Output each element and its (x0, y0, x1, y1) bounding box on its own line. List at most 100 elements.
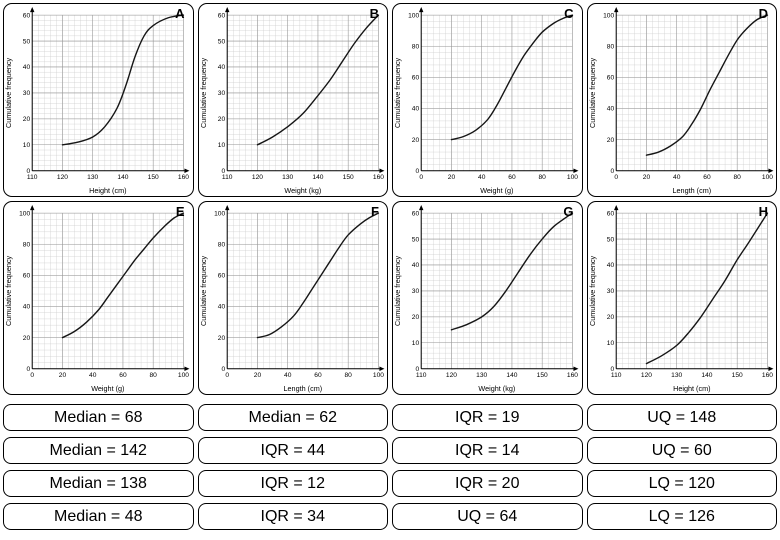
answer-box: LQ = 120 (586, 470, 777, 497)
answer-text: Median = 138 (49, 474, 147, 492)
major-grid (615, 212, 768, 370)
y-axis-label: Cumulative frequency (393, 255, 402, 326)
cumulative-frequency-curve (645, 14, 768, 156)
svg-text:100: 100 (603, 12, 614, 19)
tick-labels: 0 20 40 60 80 100 0 20 40 60 80 100 (19, 210, 189, 379)
svg-text:40: 40 (412, 262, 420, 269)
svg-text:60: 60 (412, 75, 420, 82)
x-axis-label: Weight (kg) (478, 384, 515, 393)
y-axis-label: Cumulative frequency (4, 57, 13, 128)
svg-text:110: 110 (610, 372, 621, 379)
svg-text:130: 130 (282, 174, 293, 181)
chart-d: 0 20 40 60 80 100 0 20 40 60 80 100 Length (cm) Cumul… (588, 4, 777, 196)
chart-panel-b: 110 120 130 140 150 160 0 10 20 30 40 50 60 Weight (k… (197, 3, 388, 197)
svg-text:50: 50 (217, 38, 225, 45)
cumulative-frequency-chart: 110 120 130 140 150 160 0 10 20 30 40 50 60 Height (c… (4, 7, 190, 195)
svg-text:60: 60 (412, 210, 420, 217)
y-axis-arrow-icon (419, 205, 424, 211)
major-grid (420, 14, 573, 172)
answer-text: Median = 142 (49, 441, 147, 459)
minor-grid (32, 212, 184, 369)
answer-text: Median = 68 (53, 408, 143, 426)
y-axis-arrow-icon (30, 205, 35, 211)
svg-text:40: 40 (412, 106, 420, 113)
svg-text:60: 60 (606, 210, 614, 217)
y-axis-arrow-icon (224, 7, 229, 13)
axes (420, 209, 577, 370)
svg-text:60: 60 (119, 372, 127, 379)
major-grid (31, 212, 184, 370)
svg-text:0: 0 (30, 372, 34, 379)
svg-text:120: 120 (640, 372, 651, 379)
x-axis-label: Height (cm) (89, 186, 126, 195)
cumulative-frequency-chart: 0 20 40 60 80 100 0 20 40 60 80 100 Weight (g) Cumula… (393, 7, 579, 195)
svg-text:140: 140 (506, 372, 517, 379)
answer-box: IQR = 12 (197, 470, 388, 497)
svg-text:40: 40 (217, 64, 225, 71)
x-axis-arrow-icon (573, 366, 579, 371)
svg-text:80: 80 (733, 174, 741, 181)
svg-text:130: 130 (476, 372, 487, 379)
svg-text:60: 60 (508, 174, 516, 181)
svg-text:60: 60 (23, 12, 31, 19)
answer-box: UQ = 148 (586, 404, 777, 431)
cumulative-frequency-curve (450, 14, 574, 141)
svg-text:100: 100 (761, 174, 772, 181)
svg-text:100: 100 (214, 210, 225, 217)
cumulative-frequency-curve (61, 212, 185, 339)
svg-text:0: 0 (27, 366, 31, 373)
svg-text:40: 40 (606, 262, 614, 269)
svg-text:0: 0 (610, 168, 614, 175)
svg-text:10: 10 (412, 340, 420, 347)
major-grid (615, 14, 768, 172)
svg-text:100: 100 (19, 210, 30, 217)
cumulative-frequency-curve (61, 14, 185, 146)
svg-text:100: 100 (567, 174, 578, 181)
svg-text:40: 40 (23, 304, 31, 311)
svg-text:10: 10 (606, 340, 614, 347)
svg-text:40: 40 (478, 174, 486, 181)
svg-text:20: 20 (253, 372, 261, 379)
minor-grid (226, 212, 379, 369)
svg-text:20: 20 (448, 174, 456, 181)
panel-label-a: A (175, 6, 185, 21)
svg-text:20: 20 (23, 335, 31, 342)
svg-text:150: 150 (148, 174, 159, 181)
chart-panel-g: 110 120 130 140 150 160 0 10 20 30 40 50 60 Weight (k… (392, 201, 583, 395)
tick-labels: 110 120 130 140 150 160 0 10 20 30 40 50 60 (412, 210, 578, 379)
tick-labels: 110 120 130 140 150 160 0 10 20 30 40 50 60 (217, 12, 383, 181)
svg-text:0: 0 (221, 168, 225, 175)
svg-text:60: 60 (314, 372, 322, 379)
panel-label-e: E (175, 204, 185, 219)
svg-text:160: 160 (567, 372, 578, 379)
answer-text: Median = 62 (248, 408, 337, 426)
x-axis-label: Length (cm) (672, 186, 711, 195)
answer-text: IQR = 14 (455, 441, 520, 459)
chart-f: 0 20 40 60 80 100 0 20 40 60 80 100 Length (cm) Cumul… (199, 202, 388, 394)
chart-panel-e: 0 20 40 60 80 100 0 20 40 60 80 100 Weight (g) Cumula… (3, 201, 194, 395)
answer-text: IQR = 12 (260, 474, 325, 492)
svg-text:0: 0 (221, 366, 225, 373)
chart-e: 0 20 40 60 80 100 0 20 40 60 80 100 Weight (g) Cumula… (4, 202, 193, 394)
svg-text:40: 40 (23, 64, 31, 71)
svg-text:80: 80 (23, 241, 31, 248)
major-grid (226, 212, 379, 370)
x-axis-label: Weight (g) (91, 384, 124, 393)
svg-text:30: 30 (217, 90, 225, 97)
answer-text: Median = 48 (53, 507, 143, 525)
chart-b: 110 120 130 140 150 160 0 10 20 30 40 50 60 Weight (k… (199, 4, 388, 196)
cumulative-frequency-curve (645, 212, 768, 365)
tick-labels: 110 120 130 140 150 160 0 10 20 30 40 50 60 (606, 210, 772, 379)
cumulative-frequency-chart: 0 20 40 60 80 100 0 20 40 60 80 100 Length (cm) Cumul… (199, 205, 384, 393)
svg-text:140: 140 (312, 174, 323, 181)
chart-panel-c: 0 20 40 60 80 100 0 20 40 60 80 100 Weight (g) Cumula… (392, 3, 583, 197)
charts-grid: 110 120 130 140 150 160 0 10 20 30 40 50 60 Height (c… (3, 3, 777, 395)
svg-text:30: 30 (23, 90, 31, 97)
chart-panel-d: 0 20 40 60 80 100 0 20 40 60 80 100 Length (cm) Cumul… (586, 3, 777, 197)
svg-text:140: 140 (701, 372, 712, 379)
x-axis-label: Length (cm) (283, 384, 322, 393)
axes (615, 209, 771, 370)
svg-text:60: 60 (23, 273, 31, 280)
cumulative-frequency-curve (450, 212, 574, 331)
svg-text:0: 0 (419, 174, 423, 181)
